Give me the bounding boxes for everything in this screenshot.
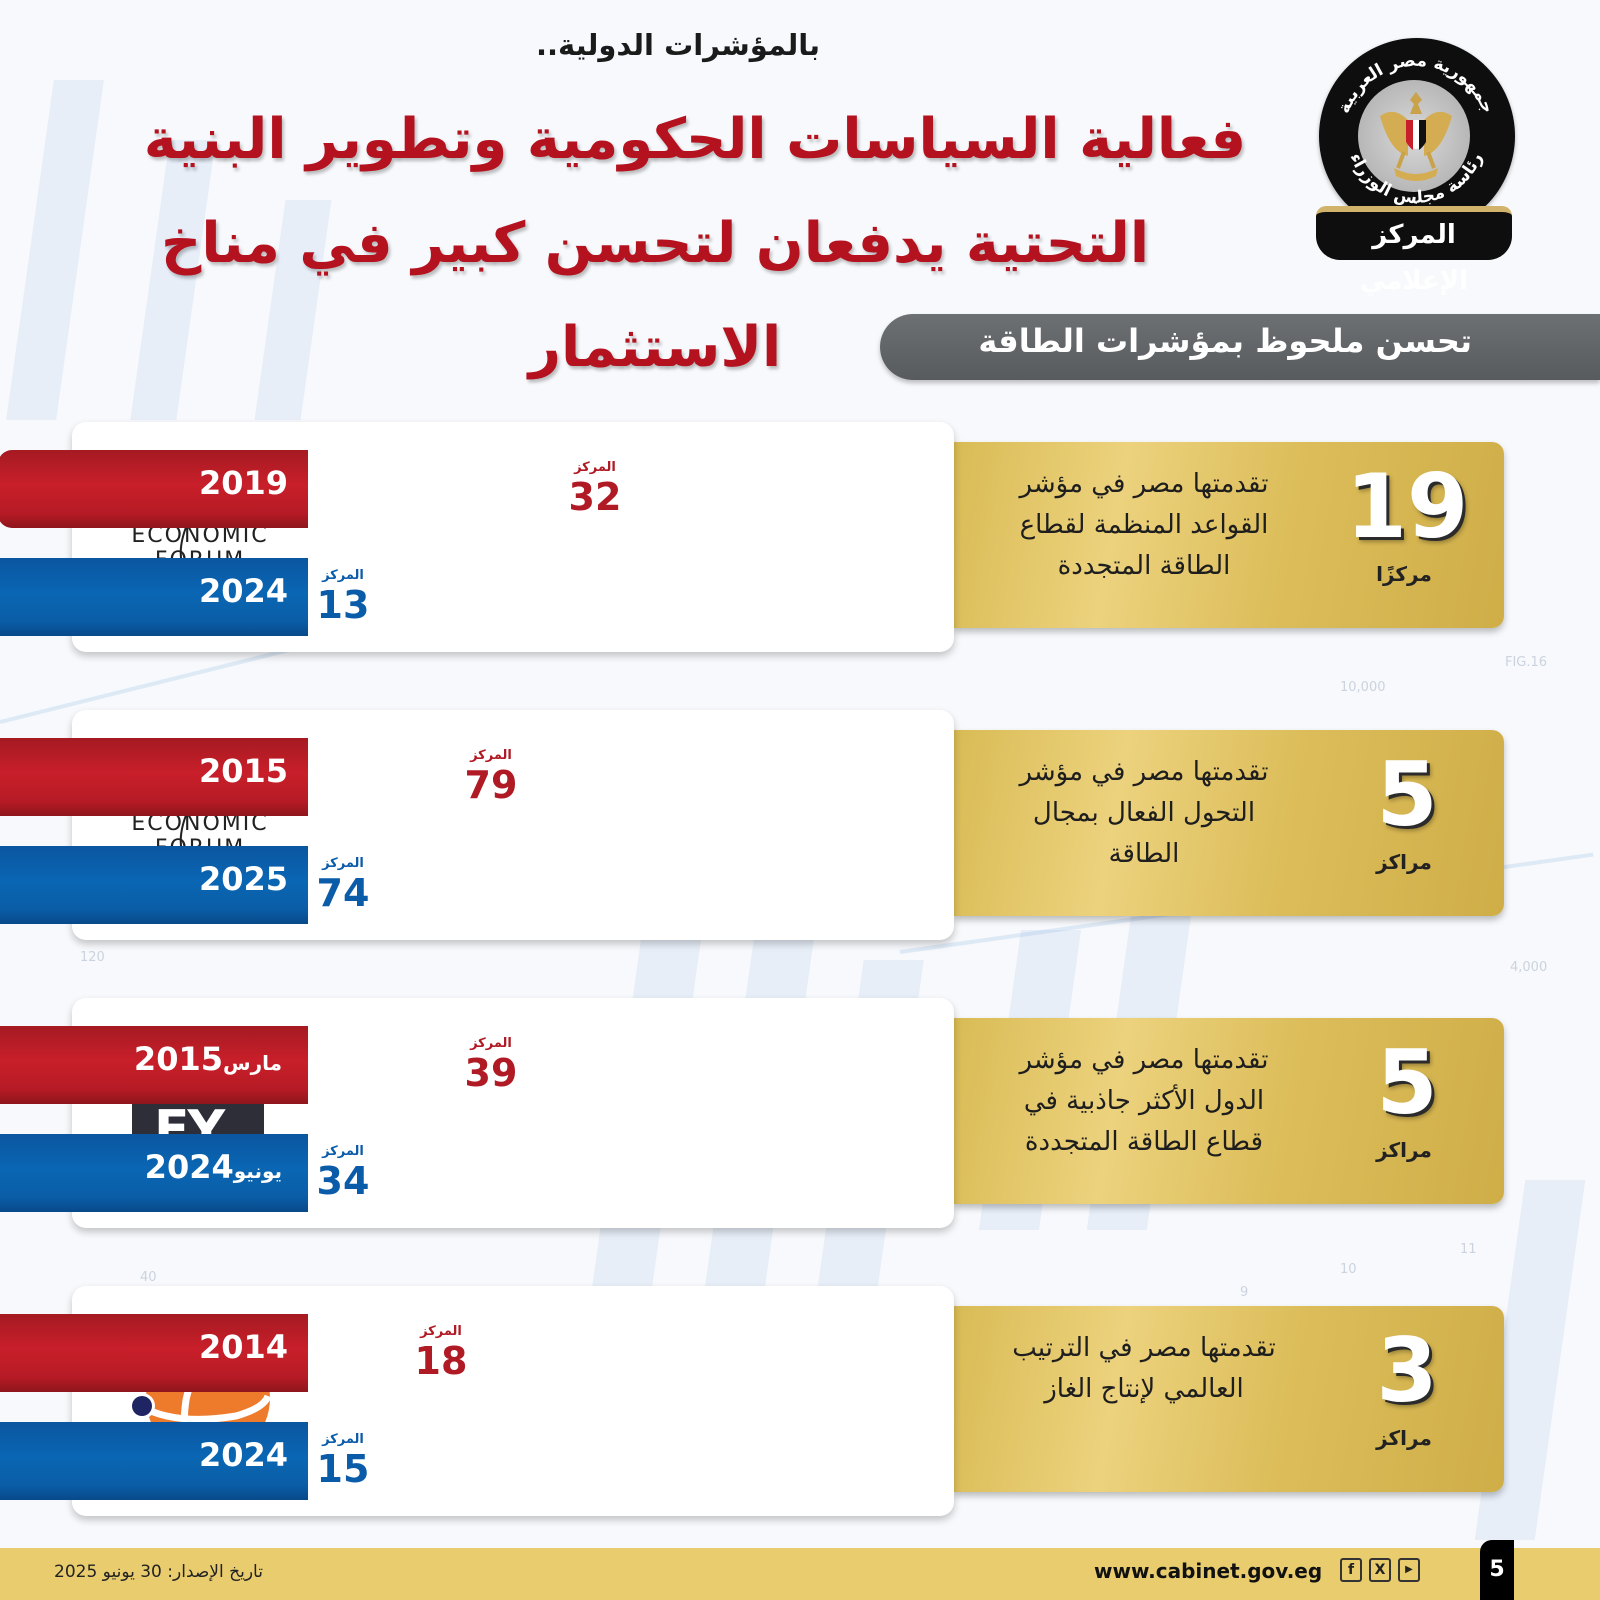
- improvement-card: 3 مراكز تقدمتها مصر في الترتيب العالمي ل…: [954, 1306, 1504, 1492]
- title-line-2: التحتية يدفعان لتحسن كبير في مناخ الاستث…: [160, 211, 1150, 380]
- before-bar: 2014: [0, 1314, 308, 1392]
- page-number: 5: [1480, 1540, 1514, 1600]
- indicator-row: 19 مركزًا تقدمتها مصر في مؤشر القواعد ال…: [0, 422, 1600, 654]
- before-year: 2014: [198, 1328, 288, 1366]
- before-rank: المركز 18: [414, 1324, 468, 1383]
- after-bar: 2024: [0, 558, 308, 636]
- indicator-row: 5 مراكز تقدمتها مصر في مؤشر الدول الأكثر…: [0, 998, 1600, 1230]
- indicator-description: تقدمتها مصر في مؤشر الدول الأكثر جاذبية …: [1019, 1045, 1269, 1157]
- before-rank: المركز 32: [568, 460, 622, 519]
- before-bar: 2019: [0, 450, 308, 528]
- media-center-logo: جمهورية مصر العربية رئاسة مجلس الوزراء ا…: [1316, 38, 1516, 296]
- after-rank: المركز 15: [316, 1432, 370, 1491]
- improvement-value: 19: [1345, 455, 1469, 558]
- after-rank: المركز 34: [316, 1144, 370, 1203]
- improvement-unit: مراكز: [1376, 1138, 1432, 1162]
- indicator-description: تقدمتها مصر في مؤشر القواعد المنظمة لقطا…: [1019, 469, 1269, 581]
- after-rank: المركز 13: [316, 568, 370, 627]
- improvement-card: 19 مركزًا تقدمتها مصر في مؤشر القواعد ال…: [954, 442, 1504, 628]
- youtube-icon[interactable]: ▶: [1398, 1558, 1420, 1582]
- after-bar: يونيو2024: [0, 1134, 308, 1212]
- improvement-unit: مركزًا: [1376, 562, 1432, 586]
- eagle-emblem-icon: [1380, 92, 1452, 181]
- indicator-row: 5 مراكز تقدمتها مصر في مؤشر التحول الفعا…: [0, 710, 1600, 942]
- kicker-text: بالمؤشرات الدولية..: [536, 28, 820, 62]
- before-year: 2015: [198, 752, 288, 790]
- improvement-value: 5: [1376, 1031, 1438, 1134]
- after-bar: 2024: [0, 1422, 308, 1500]
- page-title: فعالية السياسات الحكومية وتطوير البنية ا…: [40, 88, 1270, 400]
- website-link[interactable]: www.cabinet.gov.eg: [1094, 1559, 1323, 1583]
- improvement-card: 5 مراكز تقدمتها مصر في مؤشر الدول الأكثر…: [954, 1018, 1504, 1204]
- after-year: 2024: [198, 572, 288, 610]
- before-rank: المركز 39: [464, 1036, 518, 1095]
- before-bar: 2015: [0, 738, 308, 816]
- logo-ribbon: المركز الإعلامي: [1316, 206, 1512, 296]
- improvement-value: 3: [1376, 1319, 1438, 1422]
- before-bar: مارس2015: [0, 1026, 308, 1104]
- after-year: يونيو2024: [144, 1148, 282, 1186]
- improvement-value: 5: [1376, 743, 1438, 846]
- improvement-unit: مراكز: [1376, 850, 1432, 874]
- ranking-card: EY مارس2015 المركز 39 يونيو2024 المركز 34: [0, 998, 954, 1228]
- section-title: تحسن ملحوظ بمؤشرات الطاقة: [978, 322, 1472, 360]
- after-bar: 2025: [0, 846, 308, 924]
- improvement-card: 5 مراكز تقدمتها مصر في مؤشر التحول الفعا…: [954, 730, 1504, 916]
- title-line-1: فعالية السياسات الحكومية وتطوير البنية: [143, 107, 1247, 172]
- indicator-description: تقدمتها مصر في الترتيب العالمي لإنتاج ال…: [1012, 1333, 1276, 1404]
- indicator-row: 3 مراكز تقدمتها مصر في الترتيب العالمي ل…: [0, 1286, 1600, 1518]
- before-year: مارس2015: [133, 1040, 282, 1078]
- section-banner: تحسن ملحوظ بمؤشرات الطاقة: [880, 314, 1600, 380]
- before-rank: المركز 79: [464, 748, 518, 807]
- issue-date: تاريخ الإصدار: 30 يونيو 2025: [54, 1562, 263, 1582]
- after-year: 2025: [198, 860, 288, 898]
- before-year: 2019: [198, 464, 288, 502]
- after-year: 2024: [198, 1436, 288, 1474]
- footer: تاريخ الإصدار: 30 يونيو 2025 www.cabinet…: [0, 1540, 1600, 1600]
- facebook-icon[interactable]: f: [1340, 1558, 1362, 1582]
- improvement-unit: مراكز: [1376, 1426, 1432, 1450]
- indicator-description: تقدمتها مصر في مؤشر التحول الفعال بمجال …: [1019, 757, 1269, 869]
- x-icon[interactable]: X: [1369, 1558, 1391, 1582]
- after-rank: المركز 74: [316, 856, 370, 915]
- ranking-card: 2014 المركز 18 2024 المركز 15: [0, 1286, 954, 1516]
